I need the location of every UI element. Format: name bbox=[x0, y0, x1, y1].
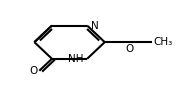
Text: CH₃: CH₃ bbox=[153, 37, 173, 47]
Text: O: O bbox=[29, 66, 38, 76]
Text: O: O bbox=[126, 44, 134, 54]
Text: N: N bbox=[91, 20, 99, 31]
Text: NH: NH bbox=[68, 54, 84, 64]
